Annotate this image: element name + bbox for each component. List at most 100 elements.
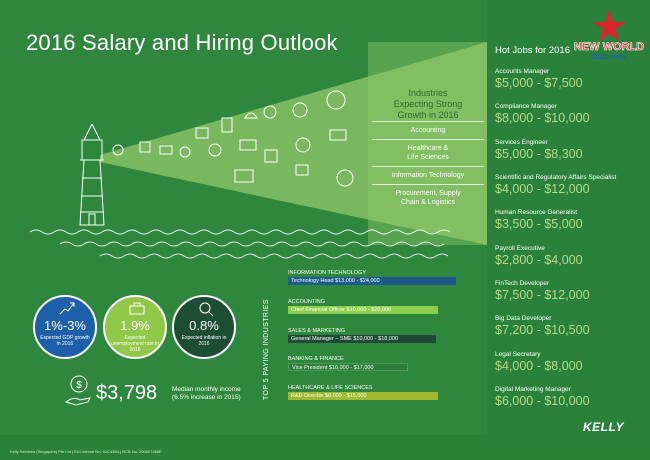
industries-growth-box: Industries Expecting Strong Growth in 20… — [372, 88, 484, 211]
industry-item-procurement: Procurement, Supply Chain & Logistics — [372, 184, 484, 211]
job-name: Scientific and Regulatory Affairs Specia… — [495, 174, 617, 181]
stat-label: Expected GDP growth in 2016 — [40, 335, 90, 347]
job-item: Scientific and Regulatory Affairs Specia… — [495, 174, 645, 197]
monitor-icon — [195, 127, 209, 139]
cloud-icon — [244, 112, 258, 119]
logo-line2: EDUCATION — [591, 55, 626, 61]
job-item: Big Data Developer $7,200 - $10,500 — [495, 315, 645, 338]
cart-icon — [221, 117, 233, 133]
hand-coin-icon: $ — [64, 375, 91, 406]
page-title: 2016 Salary and Hiring Outlook — [26, 30, 338, 55]
logo-line1: NEW WORLD — [574, 41, 644, 53]
magnifier-icon — [199, 302, 214, 317]
pay-role-bar: General Manager – SME $10,000 - $18,000 — [288, 335, 436, 343]
job-item: Legal Secretary $4,000 - $8,000 — [495, 351, 645, 374]
pay-industry: SALES & MARKETING General Manager – SME … — [288, 328, 478, 343]
pay-industry-name: SALES & MARKETING — [288, 328, 346, 334]
job-item: Compliance Manager $8,000 - $10,000 — [495, 103, 645, 126]
stat-inflation: 0.8% Expected inflation in 2016 — [172, 295, 236, 359]
truck-icon — [295, 164, 309, 176]
job-name: Compliance Manager — [495, 103, 557, 110]
pay-industry-name: INFORMATION TECHNOLOGY — [288, 270, 367, 276]
job-item: Payroll Executive $2,800 - $4,000 — [495, 245, 645, 268]
laptop-icon — [239, 139, 257, 151]
dollar-icon — [112, 144, 124, 156]
industries-heading-3: Growth in 2016 — [397, 110, 459, 120]
pay-role-bar: Chief Financial Officer $10,000 - $20,00… — [288, 306, 438, 314]
hot-jobs-panel — [487, 0, 650, 435]
industry-item-it: Information Technology — [372, 166, 484, 184]
stat-value: 1.9% — [120, 318, 150, 333]
job-name: Big Data Developer — [495, 315, 552, 322]
stat-label: Expected inflation in 2016 — [181, 335, 227, 347]
lighthouse-icon — [79, 123, 105, 226]
star-icon — [592, 10, 626, 41]
industry-item-healthcare: Healthcare & Life Sciences — [372, 139, 484, 166]
job-salary-range: $3,500 - $5,000 — [495, 217, 583, 231]
footer-text: Kelly Services (Singapore) Pte Ltd | EA … — [10, 449, 162, 454]
magnifier-icon — [208, 143, 222, 157]
kelly-logo: KELLY — [583, 420, 624, 434]
stat-unemployment: 1.9% Expected unemployment rate in 2016 — [103, 295, 167, 359]
top5-title: TOP 5 PAYING INDUSTRIES — [263, 299, 270, 400]
hot-jobs-title: Hot Jobs for 2016 — [495, 45, 570, 56]
job-item: Accounts Manager $5,000 - $7,500 — [495, 68, 645, 91]
job-item: FinTech Developer $7,500 - $12,000 — [495, 280, 645, 303]
beam-outer — [100, 42, 487, 245]
job-salary-range: $4,000 - $12,000 — [495, 182, 590, 196]
industry-item-accounting: Accounting — [372, 121, 484, 139]
new-world-education-logo: NEW WORLD EDUCATION — [574, 10, 644, 61]
income-amount: $3,798 — [96, 382, 158, 404]
footer: Kelly Services (Singapore) Pte Ltd | EA … — [0, 435, 650, 460]
income-label-line1: Median monthly income — [172, 386, 241, 393]
box-icon — [329, 129, 347, 141]
job-salary-range: $6,000 - $10,000 — [495, 394, 590, 408]
svg-text:$: $ — [76, 380, 82, 391]
stat-label: Expected unemployment rate in 2016 — [110, 335, 160, 353]
job-salary-range: $2,800 - $4,000 — [495, 253, 583, 267]
industries-heading-2: Expecting Strong — [393, 99, 463, 109]
pay-role-bar: Vice President $10,000 - $17,000 — [288, 363, 408, 371]
beam-inner — [100, 42, 487, 245]
briefcase-icon — [129, 302, 145, 315]
job-item: Services Engineer $5,000 - $8,300 — [495, 139, 645, 162]
job-name: Services Engineer — [495, 139, 548, 146]
gear-icon — [295, 137, 311, 153]
pay-industry: ACCOUNTING Chief Financial Officer $10,0… — [288, 299, 478, 314]
pay-industry-name: BANKING & FINANCE — [288, 356, 344, 362]
document-icon — [234, 169, 254, 183]
pay-industry-name: ACCOUNTING — [288, 299, 325, 305]
job-item: Digital Marketing Manager $6,000 - $10,0… — [495, 386, 645, 409]
job-name: Digital Marketing Manager — [495, 386, 571, 393]
pay-industry: HEALTHCARE & LIFE SCIENCES R&D Director … — [288, 385, 478, 400]
stat-value: 1%-3% — [44, 318, 86, 333]
pay-role-bar: Technology Head $13,000 - $24,000 — [288, 277, 456, 285]
lightbulb-icon — [263, 105, 277, 119]
beam-end — [368, 42, 487, 245]
industry-icons — [112, 90, 354, 187]
pay-industry-name: HEALTHCARE & LIFE SCIENCES — [288, 385, 373, 391]
job-name: Human Resource Generalist — [495, 209, 578, 216]
job-salary-range: $5,000 - $7,500 — [495, 76, 583, 90]
job-salary-range: $4,000 - $8,000 — [495, 359, 583, 373]
pay-role-bar: R&D Director $8,000 - $15,000 — [288, 392, 438, 400]
waves-graphic — [29, 229, 451, 259]
person-icon — [179, 146, 191, 158]
dna-icon — [336, 169, 354, 187]
flask-icon — [264, 149, 278, 163]
calculator-icon — [159, 145, 173, 155]
job-salary-range: $7,500 - $12,000 — [495, 288, 590, 302]
job-name: Payroll Executive — [495, 245, 545, 252]
job-salary-range: $8,000 - $10,000 — [495, 111, 590, 125]
stat-value: 0.8% — [189, 318, 219, 333]
job-name: FinTech Developer — [495, 280, 550, 287]
income-label-line2: (6.5% increase in 2015) — [172, 394, 241, 401]
job-item: Human Resource Generalist $3,500 - $5,00… — [495, 209, 645, 232]
industries-heading-1: Industries — [408, 88, 448, 98]
job-salary-range: $7,200 - $10,500 — [495, 323, 590, 337]
job-salary-range: $5,000 - $8,300 — [495, 147, 583, 161]
clock-icon — [326, 90, 346, 110]
job-name: Legal Secretary — [495, 351, 541, 358]
